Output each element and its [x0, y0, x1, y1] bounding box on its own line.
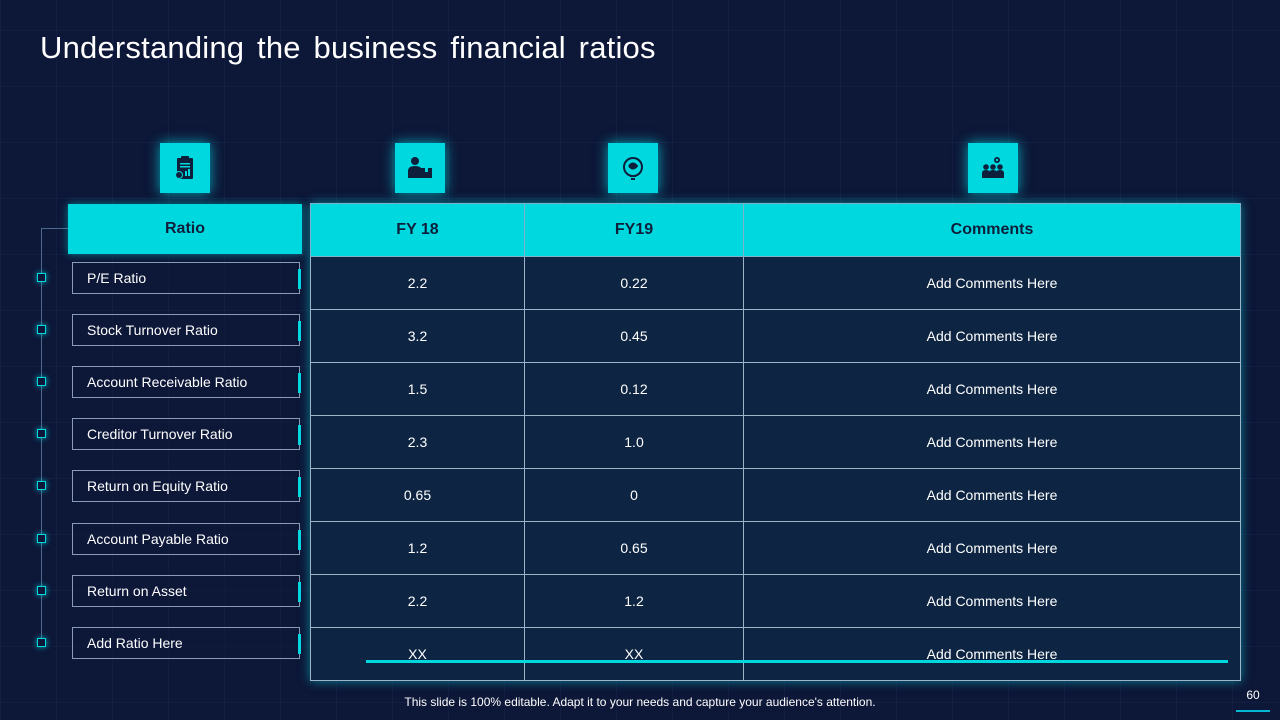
- table-row: 3.2 0.45 Add Comments Here: [310, 309, 1241, 363]
- fy18-cell: 3.2: [310, 309, 525, 363]
- ratio-label: Add Ratio Here: [87, 635, 183, 651]
- ratio-label-box: Account Receivable Ratio: [72, 366, 301, 398]
- comment-cell: Add Comments Here: [743, 362, 1241, 416]
- fy18-cell: XX: [310, 627, 525, 681]
- comment-cell: Add Comments Here: [743, 574, 1241, 628]
- timeline-connector: [41, 228, 68, 229]
- comment-cell: Add Comments Here: [743, 627, 1241, 681]
- timeline-dot: [37, 638, 46, 647]
- footer-note: This slide is 100% editable. Adapt it to…: [404, 695, 876, 709]
- header-fy19: FY19: [524, 203, 744, 257]
- ratio-label: Creditor Turnover Ratio: [87, 426, 233, 442]
- ratio-accent-bar: [298, 321, 301, 341]
- ratio-label: Return on Equity Ratio: [87, 478, 228, 494]
- ratio-label-box: Account Payable Ratio: [72, 523, 301, 555]
- timeline-dot: [37, 481, 46, 490]
- page-number: 60: [1246, 688, 1260, 702]
- ratio-label-box: P/E Ratio: [72, 262, 301, 294]
- fy18-cell: 2.3: [310, 415, 525, 469]
- ratio-label-box: Return on Equity Ratio: [72, 470, 301, 502]
- ratio-accent-bar: [298, 530, 301, 550]
- fy18-cell: 1.5: [310, 362, 525, 416]
- page-title: Understanding the business financial rat…: [40, 30, 656, 65]
- ratio-accent-bar: [298, 477, 301, 497]
- timeline-dot: [37, 586, 46, 595]
- ratio-column-header: Ratio: [68, 204, 302, 254]
- fy19-cell: 1.0: [524, 415, 744, 469]
- comment-cell: Add Comments Here: [743, 309, 1241, 363]
- ratio-label: P/E Ratio: [87, 270, 147, 286]
- header-fy18: FY 18: [310, 203, 525, 257]
- ratio-label: Return on Asset: [87, 583, 187, 599]
- ratio-accent-bar: [298, 373, 301, 393]
- fy19-cell: 0.22: [524, 256, 744, 310]
- fy18-cell: 2.2: [310, 574, 525, 628]
- timeline-dot: [37, 325, 46, 334]
- timeline-dot: [37, 534, 46, 543]
- team-gear-icon: [968, 143, 1018, 193]
- ratio-label-box: Add Ratio Here: [72, 627, 301, 659]
- ratio-label-box: Stock Turnover Ratio: [72, 314, 301, 346]
- table-bottom-accent: [366, 660, 1228, 663]
- fy19-cell: XX: [524, 627, 744, 681]
- ratio-accent-bar: [298, 269, 301, 289]
- fy19-cell: 0.65: [524, 521, 744, 575]
- clipboard-chart-icon: [160, 143, 210, 193]
- table-row: 1.5 0.12 Add Comments Here: [310, 362, 1241, 416]
- page-number-underline: [1236, 710, 1270, 712]
- ratio-label: Account Receivable Ratio: [87, 374, 248, 390]
- fy18-cell: 0.65: [310, 468, 525, 522]
- brain-bulb-icon: [608, 143, 658, 193]
- ratio-label: Stock Turnover Ratio: [87, 322, 218, 338]
- fy19-cell: 0.12: [524, 362, 744, 416]
- person-box-icon: [395, 143, 445, 193]
- ratio-table: FY 18 FY19 Comments 2.2 0.22 Add Comment…: [310, 203, 1241, 681]
- table-row: 2.2 0.22 Add Comments Here: [310, 256, 1241, 310]
- fy19-cell: 0.45: [524, 309, 744, 363]
- table-row: 2.3 1.0 Add Comments Here: [310, 415, 1241, 469]
- table-header-row: FY 18 FY19 Comments: [310, 203, 1241, 257]
- header-comments: Comments: [743, 203, 1241, 257]
- ratio-accent-bar: [298, 582, 301, 602]
- ratio-label: Account Payable Ratio: [87, 531, 229, 547]
- ratio-accent-bar: [298, 425, 301, 445]
- ratio-accent-bar: [298, 634, 301, 654]
- comment-cell: Add Comments Here: [743, 256, 1241, 310]
- fy18-cell: 2.2: [310, 256, 525, 310]
- fy19-cell: 1.2: [524, 574, 744, 628]
- table-row: 1.2 0.65 Add Comments Here: [310, 521, 1241, 575]
- comment-cell: Add Comments Here: [743, 521, 1241, 575]
- ratio-label-box: Return on Asset: [72, 575, 301, 607]
- fy18-cell: 1.2: [310, 521, 525, 575]
- table-row: 2.2 1.2 Add Comments Here: [310, 574, 1241, 628]
- ratio-label-box: Creditor Turnover Ratio: [72, 418, 301, 450]
- table-row: XX XX Add Comments Here: [310, 627, 1241, 681]
- timeline-dot: [37, 273, 46, 282]
- table-row: 0.65 0 Add Comments Here: [310, 468, 1241, 522]
- comment-cell: Add Comments Here: [743, 468, 1241, 522]
- comment-cell: Add Comments Here: [743, 415, 1241, 469]
- timeline-dot: [37, 429, 46, 438]
- timeline-dot: [37, 377, 46, 386]
- fy19-cell: 0: [524, 468, 744, 522]
